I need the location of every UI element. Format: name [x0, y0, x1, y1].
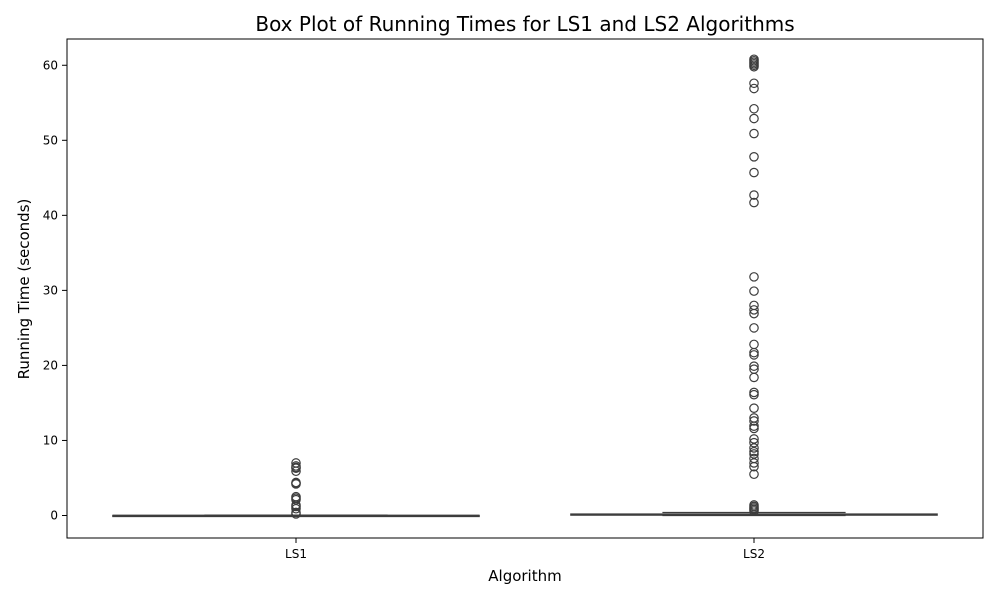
outlier-point [291, 494, 301, 505]
outlier-point [749, 308, 759, 319]
outlier-point [749, 113, 759, 124]
outlier-point [749, 286, 759, 296]
y-tick-label: 40 [43, 208, 58, 222]
outlier-point [749, 437, 759, 448]
outlier-point [749, 128, 759, 139]
chart-title: Box Plot of Running Times for LS1 and LS… [255, 12, 794, 36]
y-axis-label: Running Time (seconds) [15, 199, 33, 380]
plot-area: 0 10 20 30 40 50 60 LS1 LS2 [43, 38, 984, 561]
outlier-point [749, 350, 759, 360]
outlier-point [749, 361, 759, 371]
outlier-point [749, 389, 759, 400]
y-tick-label: 30 [43, 283, 58, 297]
outlier-point [749, 469, 759, 480]
y-tick-label: 10 [43, 433, 58, 447]
outlier-point [749, 461, 759, 472]
outlier-point [749, 416, 759, 426]
outlier-point [749, 305, 759, 315]
outlier-point [749, 339, 759, 350]
outlier-point [291, 509, 301, 519]
outlier-point [749, 506, 759, 516]
outlier-point [749, 103, 759, 114]
outlier-point [291, 479, 301, 489]
outlier-point [749, 443, 759, 453]
y-tick-label: 50 [43, 133, 58, 147]
plot-frame [66, 38, 984, 539]
outlier-point [291, 463, 301, 474]
outlier-point [749, 423, 759, 434]
outlier-point [749, 434, 759, 444]
outlier-point [749, 458, 759, 468]
outlier-point [749, 272, 759, 282]
y-tick-label: 0 [50, 508, 58, 522]
x-tick-label: LS2 [743, 547, 765, 561]
outlier-point [749, 372, 759, 383]
outlier-point [749, 61, 759, 72]
outlier-point [291, 466, 301, 477]
outlier-point [749, 197, 759, 208]
x-axis-label: Algorithm [488, 567, 561, 585]
outlier-point [749, 152, 759, 162]
outlier-point [749, 83, 759, 94]
outlier-point [749, 78, 759, 89]
y-tick-label: 60 [43, 58, 58, 72]
x-tick-label: LS1 [285, 547, 307, 561]
outlier-point [749, 323, 759, 333]
outlier-point [749, 449, 759, 459]
y-tick-label: 20 [43, 358, 58, 372]
outlier-point [749, 190, 759, 200]
outlier-point [749, 403, 759, 413]
outlier-point [749, 167, 759, 178]
outlier-point [291, 503, 301, 514]
